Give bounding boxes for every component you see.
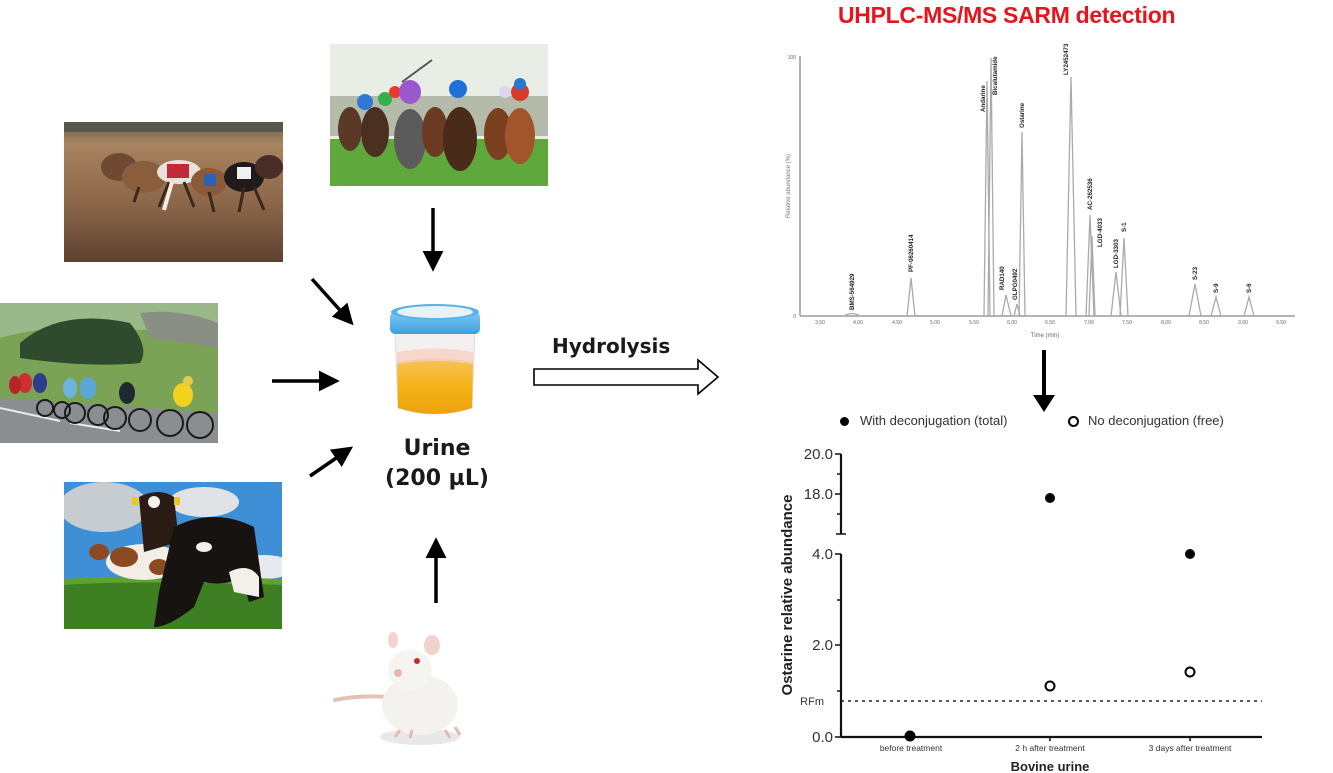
svg-text:RAD140: RAD140 — [999, 266, 1006, 290]
cows-photo — [64, 482, 282, 629]
svg-text:BMS-564929: BMS-564929 — [849, 273, 856, 310]
ostarine-scatter-chart: 20.0 18.0 4.0 2.0 0.0 RFm Ostarine relat… — [779, 446, 1262, 773]
svg-text:7.50: 7.50 — [1122, 320, 1132, 326]
svg-text:LY2452473: LY2452473 — [1063, 43, 1070, 75]
arrow-from-greyhounds — [310, 277, 354, 326]
sample-label-line2: (200 µL) — [385, 466, 489, 491]
svg-text:0.0: 0.0 — [812, 729, 833, 746]
legend-open-circle-icon — [1068, 416, 1079, 427]
rfm-label: RFm — [800, 696, 824, 708]
svg-text:PF-06260414: PF-06260414 — [908, 234, 915, 272]
scatter-x-axis-label: Bovine urine — [1011, 759, 1090, 773]
svg-text:4.50: 4.50 — [892, 320, 902, 326]
x-ticks: 3.50 4.00 4.50 5.00 5.50 6.00 6.50 7.00 7.50 8… — [815, 320, 1286, 326]
svg-text:8.00: 8.00 — [1161, 320, 1171, 326]
down-arrow-icon — [1033, 350, 1055, 412]
svg-text:LGD-3303: LGD-3303 — [1113, 239, 1120, 268]
svg-text:Ostarine: Ostarine — [1019, 102, 1026, 128]
svg-text:9.00: 9.00 — [1238, 320, 1248, 326]
x-axis-label: Time (min) — [1031, 333, 1059, 339]
legend-label-free: No deconjugation (free) — [1088, 413, 1224, 428]
scatter-y-ticks: 20.0 18.0 4.0 2.0 0.0 — [804, 446, 833, 746]
series-total — [904, 493, 1195, 742]
y-axis-label: Relative abundance (%) — [786, 154, 792, 218]
sample-label-line1: Urine — [403, 436, 471, 461]
legend-label-total: With deconjugation (total) — [860, 413, 1008, 428]
svg-text:5.50: 5.50 — [969, 320, 979, 326]
legend: With deconjugation (total) No deconjugat… — [838, 411, 1278, 433]
svg-text:4.00: 4.00 — [853, 320, 863, 326]
svg-text:4.0: 4.0 — [812, 546, 833, 563]
series-free — [1044, 666, 1196, 692]
svg-text:5.00: 5.00 — [930, 320, 940, 326]
y-tick-0: 0 — [793, 314, 796, 320]
svg-text:18.0: 18.0 — [804, 486, 833, 503]
flow-arrows — [272, 208, 720, 603]
svg-text:3.50: 3.50 — [815, 320, 825, 326]
hydrolysis-label: Hydrolysis — [552, 334, 671, 358]
svg-text:9.50: 9.50 — [1276, 320, 1286, 326]
svg-text:6.50: 6.50 — [1045, 320, 1055, 326]
peak-labels: BMS-564929 PF-06260414 Andarine Bicaluta… — [849, 43, 1253, 310]
svg-text:2.0: 2.0 — [812, 637, 833, 654]
cyclists-photo — [0, 303, 218, 443]
svg-text:3 days after treatment: 3 days after treatment — [1149, 743, 1232, 753]
svg-text:GLPG0492: GLPG0492 — [1012, 268, 1019, 300]
svg-text:7.00: 7.00 — [1084, 320, 1094, 326]
svg-text:S-9: S-9 — [1213, 283, 1220, 293]
svg-text:8.50: 8.50 — [1199, 320, 1209, 326]
chromatogram-title: UHPLC-MS/MS SARM detection — [838, 2, 1176, 28]
svg-text:6.00: 6.00 — [1007, 320, 1017, 326]
hydrolysis-arrow-icon — [533, 358, 720, 396]
urine-cup-icon — [385, 300, 485, 420]
scatter-y-axis-label: Ostarine relative abundance — [779, 495, 796, 696]
arrow-from-cattle — [309, 446, 354, 478]
svg-text:before treatment: before treatment — [880, 743, 943, 753]
legend-filled-circle-icon — [840, 417, 849, 426]
svg-text:S-23: S-23 — [1192, 266, 1199, 280]
scatter-x-ticks: before treatment 2 h after treatment 3 d… — [880, 743, 1232, 753]
chromatogram-peaks — [843, 57, 1255, 317]
svg-text:LGD-4033: LGD-4033 — [1097, 218, 1104, 247]
svg-text:Andarine: Andarine — [980, 85, 987, 112]
svg-text:2 h after treatment: 2 h after treatment — [1015, 743, 1085, 753]
svg-text:20.0: 20.0 — [804, 446, 833, 463]
svg-text:S-6: S-6 — [1246, 283, 1253, 293]
y-tick-100: 100 — [788, 55, 797, 61]
svg-text:AC-262536: AC-262536 — [1087, 178, 1094, 210]
svg-text:Bicalutamide: Bicalutamide — [992, 56, 999, 95]
chromatogram-chart: 100 0 Relative abundance (%) 3.50 4.00 4.5… — [786, 43, 1295, 339]
rat-photo — [330, 625, 470, 750]
greyhound-photo — [64, 122, 283, 262]
svg-text:S-1: S-1 — [1121, 222, 1128, 232]
horse-racing-photo — [330, 44, 548, 186]
